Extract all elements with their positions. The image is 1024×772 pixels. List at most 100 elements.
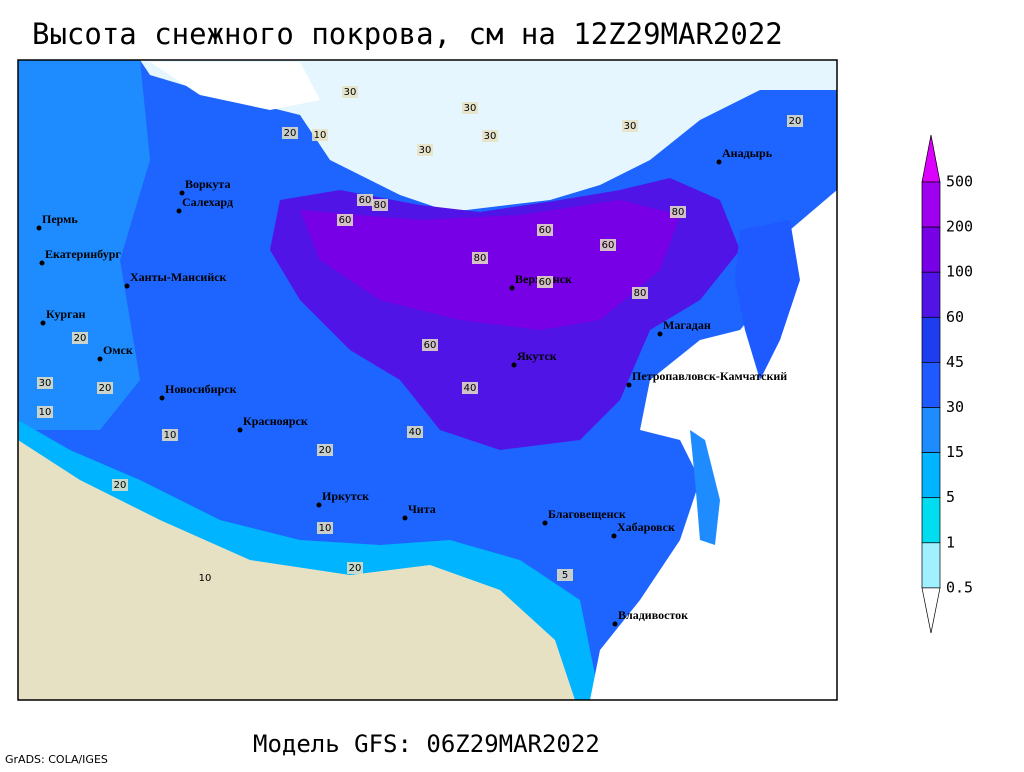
contour-label: 30 — [484, 131, 497, 142]
city-label: Ханты-Мансийск — [130, 270, 227, 284]
contour-label-box — [162, 429, 178, 441]
contour-label: 20 — [789, 116, 802, 127]
city-dot — [237, 427, 243, 433]
colorbar-segment — [921, 452, 941, 499]
colorbar-label: 100 — [946, 263, 973, 281]
credit: GrADS: COLA/IGES — [5, 753, 108, 766]
contour-label: 30 — [464, 103, 477, 114]
colorbar-segment — [921, 271, 941, 318]
contour-label: 10 — [199, 573, 212, 584]
city-dot — [542, 520, 548, 526]
city-dot — [657, 331, 663, 337]
city-label: Курган — [46, 307, 86, 321]
contour-label-box — [787, 115, 803, 127]
colorbar-label: 60 — [946, 308, 964, 326]
contour-label: 5 — [562, 570, 568, 581]
contour-label-box — [537, 224, 553, 236]
contour-label-box — [197, 572, 213, 584]
contour-label: 60 — [424, 340, 437, 351]
colorbar-label: 45 — [946, 353, 964, 371]
contour-label: 60 — [539, 225, 552, 236]
contour-label-box — [317, 444, 333, 456]
contour-label-box — [337, 214, 353, 226]
contour-label-box — [462, 102, 478, 114]
contour-label: 30 — [624, 121, 637, 132]
city-label: Пермь — [42, 212, 78, 226]
city-dot — [611, 533, 617, 539]
contour-label-box — [72, 332, 88, 344]
colorbar-label: 0.5 — [946, 578, 973, 596]
contour-label-box — [407, 426, 423, 438]
city-label: Владивосток — [618, 608, 688, 622]
contour-label-box — [557, 569, 573, 581]
contour-label-box — [462, 382, 478, 394]
city-label: Екатеринбург — [45, 247, 121, 261]
city-label: Воркута — [185, 177, 230, 191]
colorbar-label: 30 — [946, 398, 964, 416]
city-dot — [402, 515, 408, 521]
city-label: Магадан — [663, 318, 711, 332]
contour-label-box — [537, 276, 553, 288]
model-label: Модель GFS: 06Z29MAR2022 — [253, 730, 600, 758]
contour-label: 40 — [409, 427, 422, 438]
contour-label-box — [37, 377, 53, 389]
contour-label: 60 — [539, 277, 552, 288]
map-frame — [17, 59, 838, 701]
snow-deeper — [300, 200, 680, 330]
contour-label: 10 — [319, 523, 332, 534]
contour-label-box — [112, 479, 128, 491]
contour-label: 10 — [314, 130, 327, 141]
sakhalin — [690, 430, 720, 545]
colorbar-label: 15 — [946, 443, 964, 461]
city-label: Омск — [103, 343, 133, 357]
contour-label-box — [372, 199, 388, 211]
contour-label: 10 — [164, 430, 177, 441]
contour-label-box — [600, 239, 616, 251]
city-dot — [176, 208, 182, 214]
contour-label-box — [37, 406, 53, 418]
contour-label-box — [422, 339, 438, 351]
land-bare — [18, 440, 575, 700]
region-west — [18, 60, 150, 430]
city-dot — [159, 395, 165, 401]
contour-label-box — [472, 252, 488, 264]
city-label: Якутск — [517, 349, 557, 363]
colorbar-segment — [921, 316, 941, 363]
contour-label-box — [622, 120, 638, 132]
city-dot — [124, 283, 130, 289]
contour-label: 20 — [284, 128, 297, 139]
colorbar-label: 200 — [946, 218, 973, 236]
contour-label: 20 — [114, 480, 127, 491]
contour-label-box — [482, 130, 498, 142]
kara-sea — [150, 62, 320, 110]
colorbar-label: 5 — [946, 488, 955, 506]
contour-label: 20 — [349, 563, 362, 574]
contour-label-box — [97, 382, 113, 394]
map — [17, 59, 838, 701]
colorbar-segment — [921, 181, 941, 228]
contour-label: 80 — [672, 207, 685, 218]
city-label: Хабаровск — [617, 520, 675, 534]
contour-label: 20 — [319, 445, 332, 456]
colorbar-segment — [921, 226, 941, 273]
colorbar-label: 500 — [946, 173, 973, 191]
city-dot — [612, 621, 618, 627]
title: Высота снежного покрова, см на 12Z29MAR2… — [32, 17, 783, 51]
city-label: Чита — [408, 502, 436, 516]
colorbar-top — [921, 134, 941, 183]
city-label: Новосибирск — [165, 382, 237, 396]
city-label: Петропавловск-Камчатский — [632, 369, 787, 383]
city-dot — [626, 382, 632, 388]
contour-label: 20 — [74, 333, 87, 344]
colorbar-label: 1 — [946, 533, 955, 551]
contour-label: 60 — [359, 195, 372, 206]
city-dot — [97, 356, 103, 362]
city-label: Салехард — [182, 195, 233, 209]
contour-label: 30 — [419, 145, 432, 156]
city-dot — [39, 260, 45, 266]
contour-label-box — [347, 562, 363, 574]
city-dot — [179, 190, 185, 196]
map-labels: Воркута Салехард Пермь Екатеринбург Ханты-Ма… — [36, 86, 803, 627]
colorbar-bottom — [921, 587, 941, 634]
